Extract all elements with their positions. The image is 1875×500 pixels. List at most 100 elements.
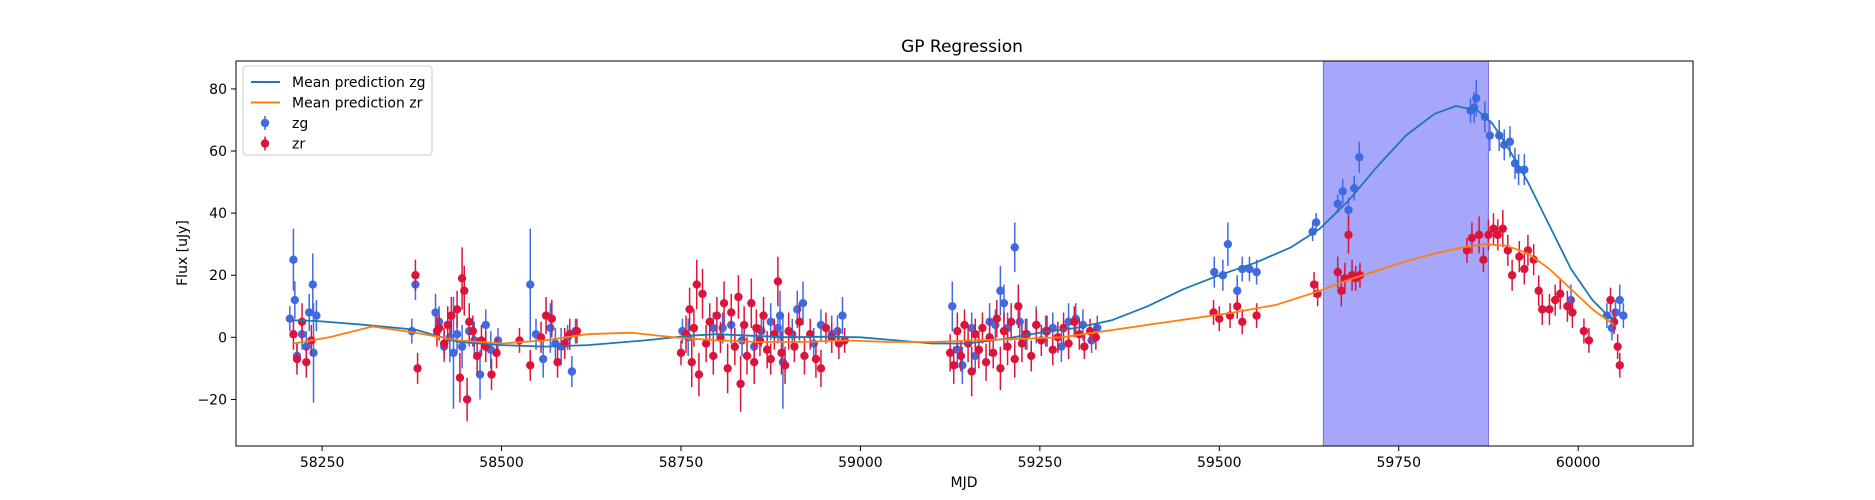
- marker: [1613, 342, 1622, 351]
- data-point-zg-18: [457, 324, 467, 369]
- x-tick-label: 59250: [1018, 455, 1063, 471]
- marker: [1017, 339, 1027, 348]
- marker: [1344, 205, 1353, 215]
- marker: [949, 361, 958, 370]
- marker: [1003, 342, 1012, 351]
- marker: [547, 314, 557, 323]
- data-point-zr-135: [1507, 259, 1517, 291]
- marker: [1010, 354, 1019, 364]
- data-point-zr-35: [685, 287, 694, 332]
- marker: [718, 323, 727, 333]
- marker: [967, 323, 976, 333]
- legend-swatch-marker: [260, 139, 270, 148]
- marker: [1493, 230, 1502, 240]
- marker: [800, 351, 809, 361]
- marker: [747, 298, 756, 308]
- data-point-zr-43: [709, 337, 718, 375]
- marker: [1027, 351, 1036, 361]
- data-point-zr-143: [1550, 284, 1560, 316]
- marker: [546, 323, 555, 333]
- data-point-zr-92: [1003, 328, 1012, 366]
- y-tick-label: 20: [209, 268, 227, 284]
- marker: [1311, 218, 1321, 227]
- data-point-zg-9: [312, 300, 321, 332]
- marker: [709, 323, 718, 333]
- data-point-zr-38: [692, 259, 701, 310]
- x-tick-label: 58250: [300, 455, 345, 471]
- marker: [1223, 239, 1233, 249]
- marker: [1484, 230, 1493, 240]
- data-point-zg-86: [1338, 178, 1347, 204]
- marker: [685, 305, 694, 314]
- marker: [953, 326, 962, 336]
- marker: [719, 298, 729, 308]
- marker: [795, 317, 804, 327]
- marker: [1462, 246, 1472, 255]
- data-point-zr-22: [487, 359, 496, 391]
- x-tick-label: 59000: [838, 455, 883, 471]
- marker: [526, 280, 535, 289]
- marker: [462, 395, 472, 404]
- marker: [701, 339, 711, 348]
- data-point-zr-67: [795, 303, 804, 341]
- marker: [1344, 230, 1353, 240]
- marker: [572, 326, 582, 336]
- data-point-zr-16: [462, 377, 472, 422]
- marker: [1474, 230, 1484, 240]
- marker: [793, 305, 802, 314]
- data-point-zr-136: [1515, 241, 1524, 273]
- marker: [1611, 308, 1620, 317]
- data-point-zr-99: [1032, 309, 1041, 341]
- data-point-zr-64: [780, 346, 790, 384]
- marker: [971, 351, 980, 361]
- data-point-zr-37: [689, 309, 699, 347]
- marker: [492, 348, 501, 358]
- chart-title: GP Regression: [901, 37, 1023, 57]
- marker: [1584, 336, 1594, 345]
- marker: [780, 361, 790, 370]
- data-point-zr-53: [742, 337, 752, 375]
- marker: [723, 364, 732, 373]
- data-point-zr-41: [701, 324, 711, 363]
- data-point-zr-127: [1467, 222, 1477, 254]
- x-tick-label: 59500: [1197, 455, 1242, 471]
- marker: [838, 311, 847, 320]
- marker: [766, 354, 775, 364]
- marker: [472, 351, 482, 361]
- marker: [948, 302, 957, 311]
- marker: [945, 348, 955, 358]
- legend-label: zr: [292, 137, 305, 153]
- data-point-zr-0: [289, 318, 298, 350]
- data-point-zg-98: [1510, 147, 1520, 179]
- marker: [447, 311, 456, 320]
- data-point-zg-54: [948, 281, 957, 332]
- marker: [996, 286, 1005, 295]
- data-point-zr-128: [1474, 216, 1484, 254]
- marker: [413, 364, 422, 373]
- data-point-zr-95: [1014, 284, 1023, 329]
- data-point-zr-141: [1538, 293, 1547, 325]
- data-point-zr-62: [773, 256, 783, 307]
- marker: [1337, 286, 1346, 295]
- marker: [759, 311, 768, 320]
- data-point-zg-82: [1252, 259, 1261, 285]
- data-point-zr-112: [1215, 306, 1224, 332]
- data-point-zr-6: [413, 352, 422, 384]
- marker: [1534, 286, 1543, 295]
- legend-label: zg: [292, 116, 308, 132]
- marker: [289, 255, 298, 264]
- y-axis-label: Flux [uJy]: [175, 220, 191, 286]
- data-point-zr-134: [1503, 234, 1513, 266]
- data-point-zr-142: [1545, 293, 1554, 325]
- legend: Mean prediction zg Mean prediction zr zg zr: [242, 65, 433, 156]
- marker: [999, 298, 1009, 308]
- marker: [752, 323, 761, 333]
- data-point-zr-9: [439, 328, 449, 360]
- data-point-zr-82: [967, 346, 976, 397]
- marker: [1015, 317, 1024, 327]
- marker: [285, 314, 295, 323]
- data-point-zr-3: [302, 346, 311, 378]
- data-point-zr-144: [1556, 278, 1565, 310]
- shaded-region-layer: [1322, 60, 1489, 447]
- marker: [1006, 317, 1016, 327]
